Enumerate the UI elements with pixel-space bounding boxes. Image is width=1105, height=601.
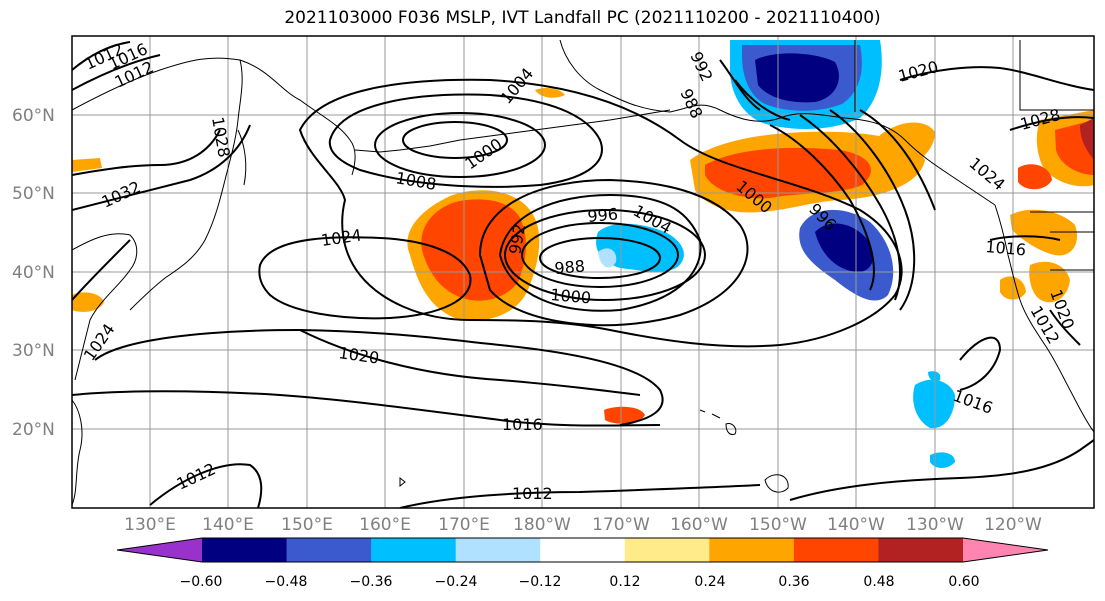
colorbar-tick-label: −0.60 [180, 574, 223, 590]
isobar-label: 1016 [502, 415, 543, 434]
colorbar-segment [540, 538, 626, 562]
lon-label: 130°W [906, 515, 964, 535]
isobar-label: 1000 [550, 285, 592, 307]
isobars [72, 41, 1094, 508]
isobar-label: 996 [587, 204, 619, 226]
lon-label: 150°E [281, 515, 333, 535]
colorbar-tick-labels: −0.60 −0.48 −0.36 −0.24 −0.12 0.12 0.24 … [180, 574, 980, 590]
colorbar-tick-label: 0.60 [948, 574, 979, 590]
ivt-negative-region [928, 371, 941, 382]
lon-label: 140°E [202, 515, 254, 535]
lon-label: 160°E [359, 515, 411, 535]
graticule [72, 36, 1094, 508]
ivt-negative-region [815, 223, 874, 272]
colorbar-tick-label: 0.12 [609, 574, 640, 590]
isobar-label: 1016 [985, 237, 1027, 259]
ivt-positive-region [879, 122, 935, 168]
colorbar-tick-label: −0.36 [350, 574, 393, 590]
colorbar-extend-right [963, 538, 1048, 562]
lon-label: 160°W [670, 515, 728, 535]
ivt-positive-region [604, 406, 645, 424]
colorbar-segment [455, 538, 541, 562]
ivt-negative-region [755, 53, 839, 103]
colorbar-segment [371, 538, 457, 562]
ivt-negative-region [913, 379, 955, 429]
ivt-positive-region [72, 158, 102, 172]
lon-label: 180°W [513, 515, 571, 535]
colorbar-outline [116, 537, 1049, 563]
colorbar-extend-left [117, 538, 202, 562]
isobar-label: 1012 [512, 484, 553, 503]
map-title: 2021103000 F036 MSLP, IVT Landfall PC (2… [284, 8, 881, 28]
lon-label: 140°W [827, 515, 885, 535]
colorbar-segment [624, 538, 710, 562]
colorbar-tick-label: 0.36 [778, 574, 809, 590]
colorbar-segment [202, 538, 288, 562]
colorbar-tick-label: −0.24 [435, 574, 478, 590]
map-border [71, 35, 1095, 509]
colorbar-segment [793, 538, 879, 562]
ivt-positive-region [1018, 164, 1052, 190]
lon-label: 170°E [438, 515, 490, 535]
colorbar-tick-label: −0.48 [265, 574, 308, 590]
ivt-positive-region [705, 147, 871, 199]
lat-label: 20°N [12, 420, 55, 440]
latitude-labels: 60°N 50°N 40°N 30°N 20°N [12, 106, 55, 440]
ivt-shading [72, 40, 1094, 468]
lat-label: 30°N [12, 341, 55, 361]
ivt-positive-region [1010, 209, 1078, 256]
colorbar-tick-label: −0.12 [519, 574, 562, 590]
colorbar-segment [878, 538, 964, 562]
lon-label: 150°W [749, 515, 807, 535]
isobar-label: 988 [554, 256, 586, 278]
colorbar-tick-label: 0.48 [863, 574, 894, 590]
lat-label: 40°N [12, 263, 55, 283]
lon-label: 120°W [984, 515, 1042, 535]
lon-label: 130°E [124, 515, 176, 535]
colorbar [116, 537, 1049, 563]
ivt-negative-region [930, 452, 955, 468]
ivt-negative-region [598, 248, 617, 268]
colorbar-segment [709, 538, 795, 562]
lat-label: 50°N [12, 184, 55, 204]
ivt-positive-region [1080, 118, 1094, 160]
lat-label: 60°N [12, 106, 55, 126]
lon-label: 170°W [592, 515, 650, 535]
colorbar-segment [286, 538, 372, 562]
colorbar-tick-label: 0.24 [694, 574, 725, 590]
longitude-labels: 130°E 140°E 150°E 160°E 170°E 180°W 170°… [124, 515, 1042, 535]
ivt-positive-region [72, 292, 104, 312]
ivt-positive-region [421, 199, 526, 301]
